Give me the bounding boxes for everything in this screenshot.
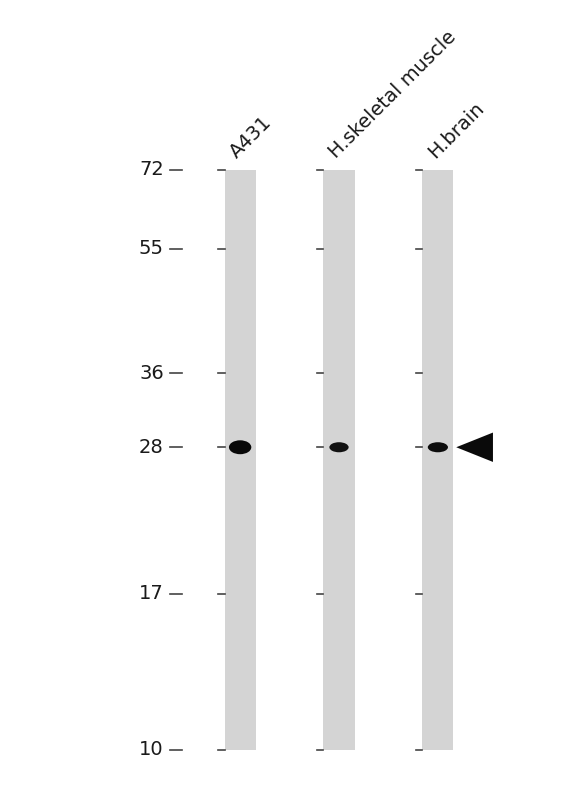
Text: 36: 36 (139, 364, 164, 383)
Text: H.skeletal muscle: H.skeletal muscle (325, 27, 460, 162)
Bar (423, 170, 454, 750)
Bar (224, 170, 255, 750)
Text: 28: 28 (139, 438, 164, 457)
Ellipse shape (428, 442, 448, 452)
Text: 55: 55 (139, 239, 164, 258)
Text: 10: 10 (139, 740, 164, 759)
Ellipse shape (229, 440, 251, 454)
Polygon shape (457, 433, 493, 462)
Bar (323, 170, 355, 750)
Text: A431: A431 (227, 113, 276, 162)
Text: 17: 17 (139, 584, 164, 603)
Ellipse shape (329, 442, 349, 452)
Text: 72: 72 (139, 160, 164, 179)
Text: H.brain: H.brain (424, 98, 488, 162)
